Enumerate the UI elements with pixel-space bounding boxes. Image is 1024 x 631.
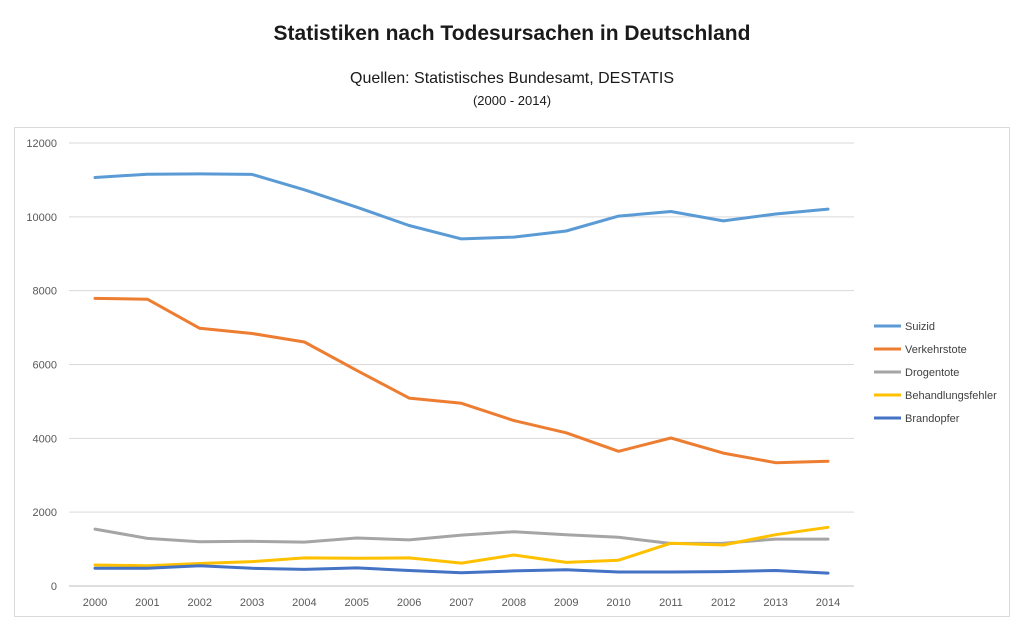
series-line-suizid <box>93 172 830 241</box>
legend-label-suizid: Suizid <box>905 321 935 333</box>
legend-label-behandlungsfehler: Behandlungsfehler <box>905 390 997 402</box>
x-tick-label-2002: 2002 <box>187 597 211 609</box>
x-tick-label-2001: 2001 <box>135 597 159 609</box>
chart-subtitle: Quellen: Statistisches Bundesamt, DESTAT… <box>350 70 674 87</box>
y-tick-label-0: 0 <box>51 581 57 593</box>
y-tick-label-6000: 6000 <box>33 360 57 372</box>
x-tick-label-2012: 2012 <box>711 597 735 609</box>
x-tick-label-2010: 2010 <box>606 597 630 609</box>
chart-title: Statistiken nach Todesursachen in Deutsc… <box>273 22 751 45</box>
y-tick-label-12000: 12000 <box>26 138 57 150</box>
x-tick-label-2009: 2009 <box>554 597 578 609</box>
x-tick-label-2003: 2003 <box>240 597 264 609</box>
y-tick-label-4000: 4000 <box>33 433 57 445</box>
chart-area <box>14 127 1010 617</box>
x-tick-label-2006: 2006 <box>397 597 421 609</box>
y-tick-label-10000: 10000 <box>26 212 57 224</box>
x-tick-label-2007: 2007 <box>449 597 473 609</box>
legend-label-brandopfer: Brandopfer <box>905 413 960 425</box>
series-line-drogentote <box>93 527 830 545</box>
x-tick-label-2004: 2004 <box>292 597 316 609</box>
x-tick-label-2000: 2000 <box>83 597 107 609</box>
y-tick-label-8000: 8000 <box>33 286 57 298</box>
x-tick-label-2005: 2005 <box>345 597 369 609</box>
x-tick-label-2008: 2008 <box>502 597 526 609</box>
y-tick-label-2000: 2000 <box>33 507 57 519</box>
series-line-behandlungsfehler <box>93 525 830 568</box>
legend-label-drogentote: Drogentote <box>905 367 959 379</box>
x-tick-label-2011: 2011 <box>659 597 683 609</box>
series-line-brandopfer <box>93 564 830 575</box>
legend-label-verkehrstote: Verkehrstote <box>905 344 967 356</box>
x-tick-label-2013: 2013 <box>763 597 787 609</box>
x-tick-label-2014: 2014 <box>816 597 840 609</box>
chart-period: (2000 - 2014) <box>472 93 552 108</box>
series-line-verkehrstote <box>93 296 830 465</box>
